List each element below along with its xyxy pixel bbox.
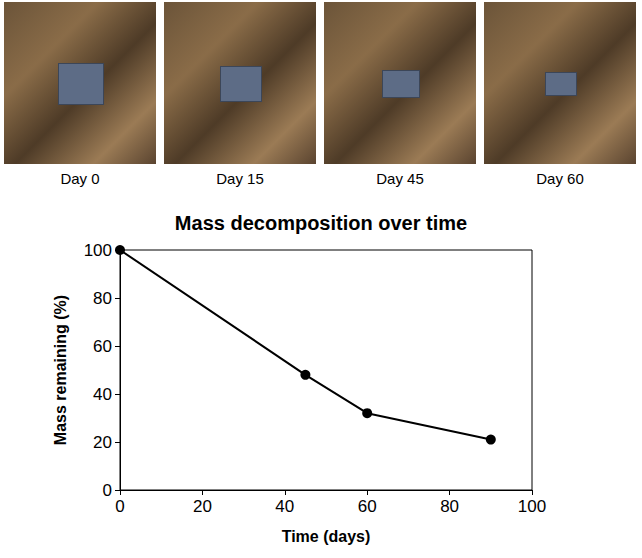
svg-text:60: 60 <box>93 337 112 356</box>
svg-text:0: 0 <box>115 497 124 516</box>
html-text:Day 45: Day 45 <box>376 170 424 187</box>
svg-text:Time (days): Time (days) <box>282 528 371 545</box>
svg-text:40: 40 <box>93 385 112 404</box>
svg-text:80: 80 <box>93 289 112 308</box>
svg-text:100: 100 <box>84 241 112 260</box>
svg-text:80: 80 <box>440 497 459 516</box>
html-text:Day 15: Day 15 <box>216 170 264 187</box>
html-text:Day 60: Day 60 <box>536 170 584 187</box>
svg-text:20: 20 <box>193 497 212 516</box>
svg-text:40: 40 <box>275 497 294 516</box>
svg-text:100: 100 <box>518 497 546 516</box>
svg-text:60: 60 <box>358 497 377 516</box>
svg-text:0: 0 <box>103 481 112 500</box>
html-text:Day 0: Day 0 <box>60 170 100 187</box>
svg-text:Mass decomposition over time: Mass decomposition over time <box>175 212 467 234</box>
svg-text:Mass remaining (%): Mass remaining (%) <box>52 295 69 445</box>
svg-text:20: 20 <box>93 433 112 452</box>
